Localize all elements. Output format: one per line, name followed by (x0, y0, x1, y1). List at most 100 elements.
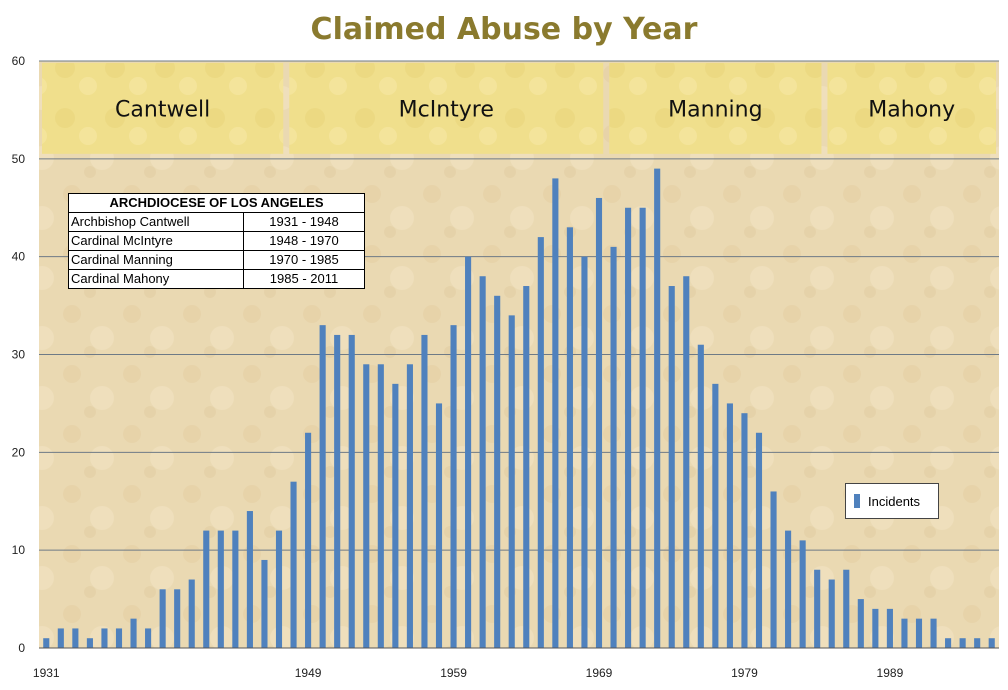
bar (886, 608, 893, 648)
chart-legend: Incidents (845, 483, 939, 519)
bar (668, 286, 675, 648)
bar (799, 540, 806, 648)
bar (377, 364, 384, 648)
bar (290, 481, 297, 648)
bar (232, 530, 239, 648)
bar (625, 207, 632, 648)
bar (741, 413, 748, 648)
y-axis: 0 10 20 30 40 50 60 (12, 54, 26, 655)
bar (828, 579, 835, 648)
bar (246, 511, 253, 648)
y-tick-label: 30 (12, 348, 26, 362)
era-band-mahony (827, 63, 996, 154)
bar (697, 344, 704, 648)
bar (683, 276, 690, 648)
era-label: McIntyre (399, 97, 494, 122)
bar (843, 569, 850, 648)
bar (174, 589, 181, 648)
bar (261, 559, 268, 648)
bar (159, 589, 166, 648)
bar (610, 246, 617, 648)
bar (305, 432, 312, 648)
bar (319, 325, 326, 648)
bar (86, 638, 93, 648)
table-cell-years: 1970 - 1985 (243, 250, 365, 270)
x-tick-label: 1959 (440, 666, 467, 680)
era-label: Manning (668, 97, 762, 122)
x-tick-label: 1949 (295, 666, 322, 680)
y-tick-label: 50 (12, 152, 26, 166)
y-tick-label: 40 (12, 250, 26, 264)
bar (755, 432, 763, 648)
bar (57, 628, 64, 648)
table-cell-years: 1931 - 1948 (243, 212, 365, 232)
bar (814, 569, 821, 648)
table-row: Archbishop Cantwell 1931 - 1948 (68, 212, 365, 232)
bar (275, 530, 283, 648)
bar (406, 364, 413, 648)
bar (508, 315, 515, 648)
bar (334, 334, 341, 648)
bar (145, 628, 152, 648)
bar (595, 197, 603, 648)
bar (654, 168, 661, 648)
bar (523, 286, 530, 648)
x-tick-label: 1979 (731, 666, 758, 680)
y-tick-label: 20 (12, 445, 26, 459)
bar (726, 403, 733, 648)
bar (217, 530, 224, 648)
table-row: Cardinal McIntyre 1948 - 1970 (68, 231, 365, 251)
bar (988, 638, 995, 648)
era-band-mcintyre (289, 63, 604, 154)
era-band-manning (609, 63, 822, 154)
bar (348, 334, 355, 648)
table-cell-name: Archbishop Cantwell (68, 212, 244, 232)
table-row: Cardinal Mahony 1985 - 2011 (68, 269, 365, 289)
bar (770, 491, 777, 648)
era-label: Cantwell (115, 97, 210, 122)
bar (188, 579, 195, 648)
bar (101, 628, 108, 648)
bar (857, 599, 864, 648)
bar (494, 295, 501, 648)
bar (915, 618, 923, 648)
x-tick-label: 1931 (33, 666, 60, 680)
bar (945, 638, 952, 648)
bar (465, 256, 472, 648)
bar (712, 383, 719, 648)
x-tick-label: 1989 (877, 666, 904, 680)
bar (639, 207, 646, 648)
table-cell-years: 1985 - 2011 (243, 269, 365, 289)
bar (479, 276, 486, 648)
x-axis: 1931194919591969197919891999 (33, 666, 904, 680)
era-label: Mahony (868, 97, 955, 122)
bar (537, 237, 544, 648)
chart-title: Claimed Abuse by Year (310, 12, 698, 47)
bar (435, 403, 443, 648)
table-header-row: ARCHDIOCESE OF LOS ANGELES (68, 193, 365, 213)
bar (421, 334, 428, 648)
table-cell-name: Cardinal Manning (68, 250, 244, 270)
y-tick-label: 10 (12, 543, 26, 557)
era-bands: Cantwell McIntyre Manning Mahony (42, 63, 996, 154)
y-tick-label: 0 (18, 641, 25, 655)
bar (392, 383, 399, 648)
bar (974, 638, 981, 648)
table-header: ARCHDIOCESE OF LOS ANGELES (68, 193, 365, 213)
bar-series-incidents (43, 168, 995, 649)
bar (115, 628, 123, 648)
bar (203, 530, 210, 648)
bar (43, 638, 50, 648)
archdiocese-table: ARCHDIOCESE OF LOS ANGELES Archbishop Ca… (68, 193, 365, 289)
era-band-cantwell (42, 63, 284, 154)
bar (959, 638, 966, 648)
bar (930, 618, 937, 648)
bar (785, 530, 792, 648)
y-tick-label: 60 (12, 54, 26, 68)
bar (581, 256, 588, 648)
bar (130, 618, 137, 648)
bar (552, 178, 559, 648)
legend-swatch (854, 494, 860, 508)
bar (872, 608, 879, 648)
